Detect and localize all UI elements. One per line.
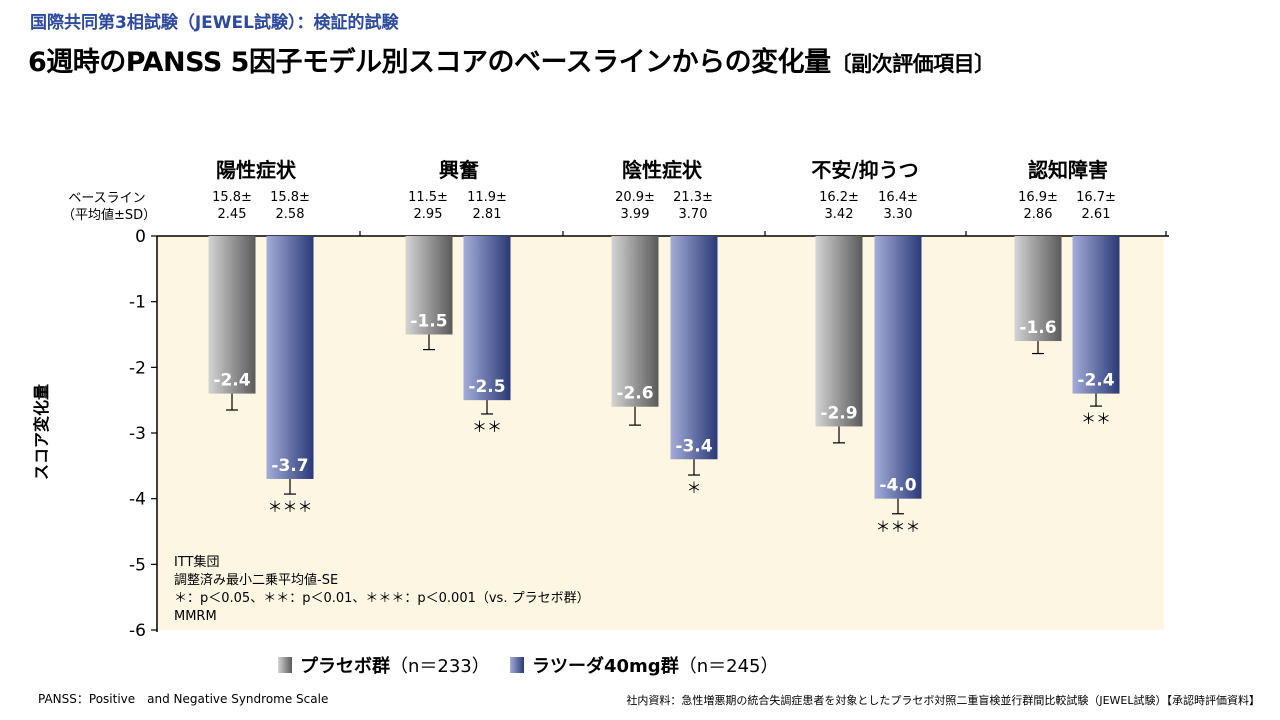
- baseline-value-drug: 21.3± 3.70: [673, 190, 713, 222]
- significance-marker: ＊＊: [1081, 410, 1111, 428]
- chart-notes: ITT集団 調整済み最小二乗平均値-SE ＊：p＜0.05、＊＊：p＜0.01、…: [174, 554, 590, 626]
- baseline-label-line2: （平均値±SD）: [62, 208, 157, 223]
- significance-marker: ＊＊: [472, 418, 502, 436]
- baseline-value-drug: 11.9± 2.81: [467, 190, 507, 222]
- note-line: ＊：p＜0.05、＊＊：p＜0.01、＊＊＊：p＜0.001（vs. プラセボ群…: [174, 591, 590, 606]
- legend-label-drug: ラツーダ40mg群: [532, 656, 679, 677]
- data-label: -4.0: [879, 476, 916, 496]
- y-tick-label: -3: [129, 424, 146, 444]
- legend-item-placebo: プラセボ群 （n＝233）: [278, 652, 490, 678]
- data-label: -3.4: [675, 436, 712, 456]
- baseline-value-placebo: 11.5± 2.95: [408, 190, 448, 222]
- drug-bar: [463, 236, 511, 401]
- data-label: -1.5: [410, 312, 447, 332]
- drug-bar: [670, 236, 718, 460]
- legend-swatch-placebo: [278, 657, 292, 673]
- placebo-bar: [815, 236, 863, 427]
- note-line: ITT集団: [174, 555, 220, 570]
- placebo-bar: [208, 236, 256, 394]
- baseline-value-placebo: 20.9± 3.99: [615, 190, 655, 222]
- significance-marker: ＊＊＊: [267, 498, 312, 516]
- legend-n-drug: （n＝245）: [678, 656, 779, 677]
- category-label: 興奮: [439, 158, 479, 182]
- data-label: -2.4: [1077, 371, 1114, 391]
- data-label: -2.5: [468, 377, 505, 397]
- drug-bar: [266, 236, 314, 479]
- legend-swatch-drug: [510, 657, 524, 673]
- data-label: -3.7: [271, 456, 308, 476]
- placebo-bar: [1014, 236, 1062, 342]
- placebo-bar: [611, 236, 659, 407]
- footer-source: 社内資料：急性増悪期の統合失調症患者を対象としたプラセボ対照二重盲検並行群間比較…: [626, 694, 1260, 707]
- drug-bar: [874, 236, 922, 499]
- category-label: 陰性症状: [622, 158, 702, 182]
- legend-label-placebo: プラセボ群: [300, 656, 390, 677]
- y-axis-label: スコア変化量: [32, 383, 51, 481]
- baseline-label-line1: ベースライン: [68, 191, 146, 206]
- y-tick-label: 0: [135, 227, 146, 247]
- category-label: 不安/抑うつ: [811, 158, 919, 182]
- title-note: 〔副次評価項目〕: [830, 52, 996, 76]
- significance-marker: ＊＊＊: [875, 518, 920, 536]
- footer-abbreviation: PANSS：Positive and Negative Syndrome Sca…: [38, 692, 329, 706]
- baseline-value-drug: 16.4± 3.30: [878, 190, 918, 222]
- baseline-value-drug: 15.8± 2.58: [270, 190, 310, 222]
- slide-title: 6週時のPANSS 5因子モデル別スコアのベースラインからの変化量〔副次評価項目…: [28, 40, 995, 79]
- data-label: -1.6: [1019, 318, 1056, 338]
- note-line: MMRM: [174, 609, 217, 624]
- baseline-value-placebo: 15.8± 2.45: [212, 190, 252, 222]
- placebo-bar: [405, 236, 453, 335]
- significance-marker: ＊: [686, 479, 701, 497]
- title-main: 6週時のPANSS 5因子モデル別スコアのベースラインからの変化量: [28, 47, 831, 78]
- baseline-value-drug: 16.7± 2.61: [1076, 190, 1116, 222]
- data-label: -2.6: [616, 384, 653, 404]
- slide-subtitle: 国際共同第3相試験（JEWEL試験）：検証的試験: [30, 13, 399, 33]
- note-line: 調整済み最小二乗平均値-SE: [174, 573, 339, 588]
- data-label: -2.4: [213, 371, 250, 391]
- baseline-value-placebo: 16.2± 3.42: [819, 190, 859, 222]
- legend-item-drug: ラツーダ40mg群 （n＝245）: [510, 652, 778, 678]
- baseline-label: ベースライン （平均値±SD）: [62, 190, 157, 224]
- y-tick-label: -4: [129, 490, 146, 510]
- category-label: 陽性症状: [216, 158, 296, 182]
- y-tick-label: -5: [129, 555, 146, 575]
- legend-n-placebo: （n＝233）: [390, 656, 490, 677]
- data-label: -2.9: [820, 403, 857, 423]
- y-tick-label: -6: [129, 621, 146, 641]
- y-tick-label: -1: [129, 293, 146, 313]
- category-label: 認知障害: [1028, 158, 1108, 182]
- y-tick-label: -2: [129, 358, 146, 378]
- drug-bar: [1072, 236, 1120, 394]
- baseline-value-placebo: 16.9± 2.86: [1018, 190, 1058, 222]
